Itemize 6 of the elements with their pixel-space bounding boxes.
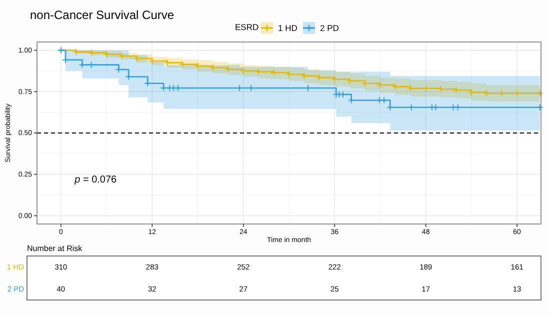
legend-label: 1 HD (278, 23, 298, 33)
legend-label: 2 PD (320, 23, 339, 33)
legend-title: ESRD (235, 22, 259, 32)
chart-title: non-Cancer Survival Curve (30, 8, 174, 22)
annotation: p = 0.076 (74, 174, 118, 186)
text: Number at Risk (27, 244, 84, 253)
